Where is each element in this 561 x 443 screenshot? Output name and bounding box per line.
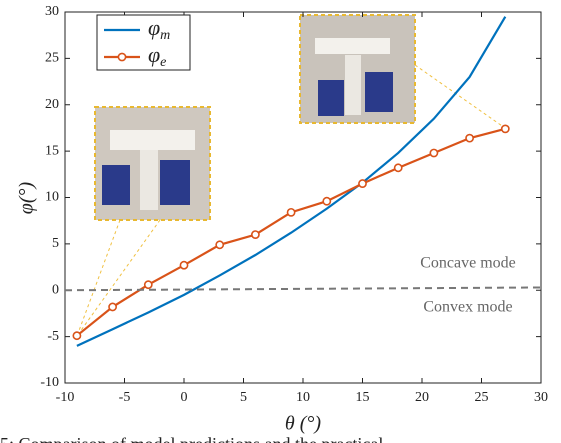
x-tick-label: 30: [534, 390, 548, 405]
y-axis-label: φ(°): [16, 181, 38, 214]
x-tick-label: 20: [415, 390, 429, 405]
y-tick-label: 5: [52, 236, 59, 251]
data-point: [466, 135, 473, 142]
data-point: [109, 303, 116, 310]
caption: 5: Comparison of model predictions and t…: [0, 434, 383, 443]
y-tick-label: 20: [45, 97, 59, 112]
x-tick-label: -10: [56, 390, 75, 405]
x-tick-label: 0: [181, 390, 188, 405]
data-point: [359, 180, 366, 187]
x-tick-label: 10: [296, 390, 310, 405]
y-tick-label: 25: [45, 51, 59, 66]
data-point: [502, 125, 509, 132]
legend-marker: [118, 53, 125, 60]
data-point: [145, 281, 152, 288]
y-tick-label: 30: [45, 4, 59, 19]
data-point: [430, 149, 437, 156]
data-point: [73, 332, 80, 339]
data-point: [216, 241, 223, 248]
data-point: [288, 209, 295, 216]
y-tick-label: 15: [45, 143, 59, 158]
annotation: Concave mode: [420, 255, 516, 272]
data-point: [395, 164, 402, 171]
x-tick-label: 25: [475, 390, 489, 405]
data-line: [65, 287, 541, 290]
data-point: [252, 231, 259, 238]
y-tick-label: -10: [40, 375, 59, 390]
y-tick-label: -5: [47, 329, 59, 344]
photo-inset: [77, 107, 210, 336]
x-tick-label: -5: [119, 390, 131, 405]
photo-inset: [300, 15, 505, 128]
x-tick-label: 15: [356, 390, 370, 405]
y-tick-label: 10: [45, 190, 59, 205]
chart: Concave mode Convex mode θ (°) φ(°) 5: C…: [0, 0, 561, 443]
x-axis-label: θ (°): [285, 413, 321, 435]
annotation: Convex mode: [423, 299, 512, 316]
x-tick-label: 5: [240, 390, 247, 405]
data-point: [180, 262, 187, 269]
y-tick-label: 0: [52, 282, 59, 297]
data-point: [323, 198, 330, 205]
